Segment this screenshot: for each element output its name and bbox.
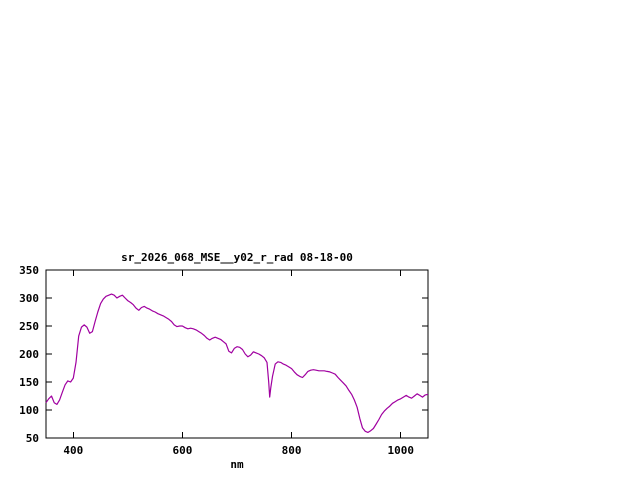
spectrum-line [45,293,429,433]
y-tick-label: 350 [19,264,39,277]
y-tick-label: 300 [19,292,39,305]
chart-title: sr_2026_068_MSE__y02_r_rad 08-18-00 [121,251,353,264]
y-tick-label: 100 [19,404,39,417]
y-tick-label: 250 [19,320,39,333]
x-tick-label: 800 [282,444,302,457]
x-axis-label: nm [230,458,244,471]
y-tick-label: 50 [26,432,39,445]
plot-border [45,269,429,439]
y-tick-label: 150 [19,376,39,389]
x-tick-label: 1000 [387,444,414,457]
y-tick-label: 200 [19,348,39,361]
x-tick-label: 600 [172,444,192,457]
x-tick-label: 400 [63,444,83,457]
